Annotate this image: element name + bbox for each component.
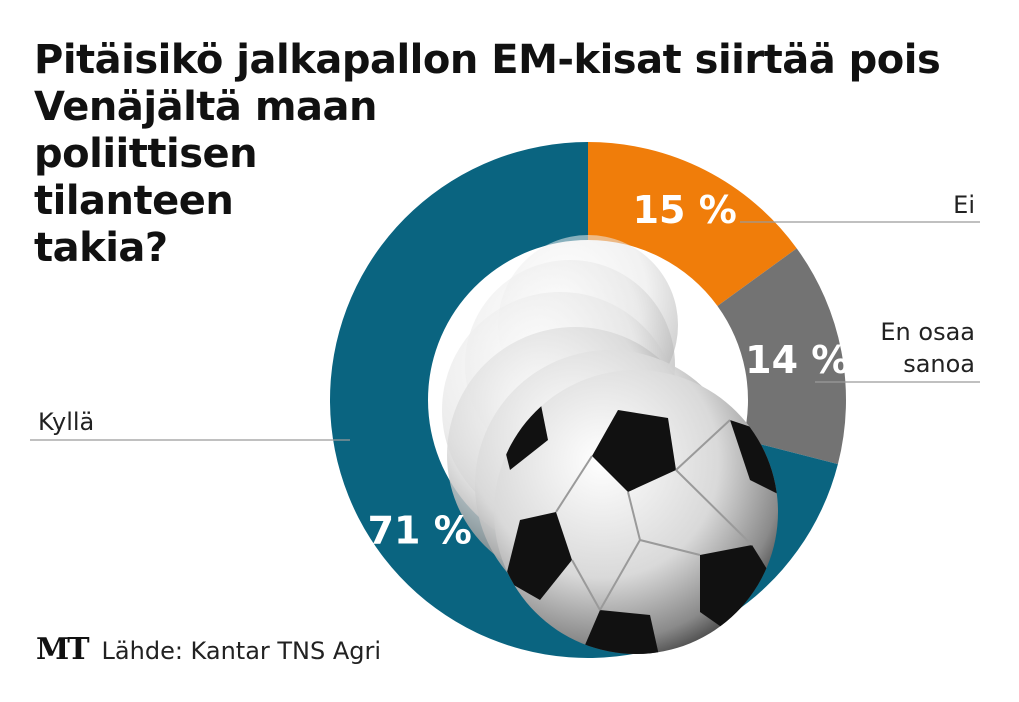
slice-2 [717,248,846,465]
mt-logo: MT [36,632,90,667]
chart-title-line-2: Venäjältä maan [34,84,377,130]
percentage-labels: 15 % 14 % 71 % [368,188,850,552]
source-text: Lähde: Kantar TNS Agri [101,637,382,665]
chart-title-line-5: takia? [34,225,168,271]
category-label-2-line-2: sanoa [903,350,975,378]
percentage-label-3: 71 % [368,509,472,553]
leader-lines [30,221,980,441]
category-labels: Ei En osaa sanoa Kyllä [38,191,975,436]
footer: MT Lähde: Kantar TNS Agri [36,632,381,667]
soccer-ball [494,370,778,654]
chart-title-line-1: Pitäisikö jalkapallon EM-kisat siirtää p… [34,37,941,83]
percentage-label-2: 14 % [745,338,849,382]
soccer-balls-image [442,235,778,654]
percentage-label-1: 15 % [633,188,737,232]
slice-1 [588,142,797,306]
category-label-1: Ei [953,191,975,219]
category-label-3: Kyllä [38,408,94,436]
chart-title-line-3: poliittisen [34,131,258,177]
category-label-2-line-1: En osaa [880,318,975,346]
chart-title-line-4: tilanteen [34,178,234,224]
